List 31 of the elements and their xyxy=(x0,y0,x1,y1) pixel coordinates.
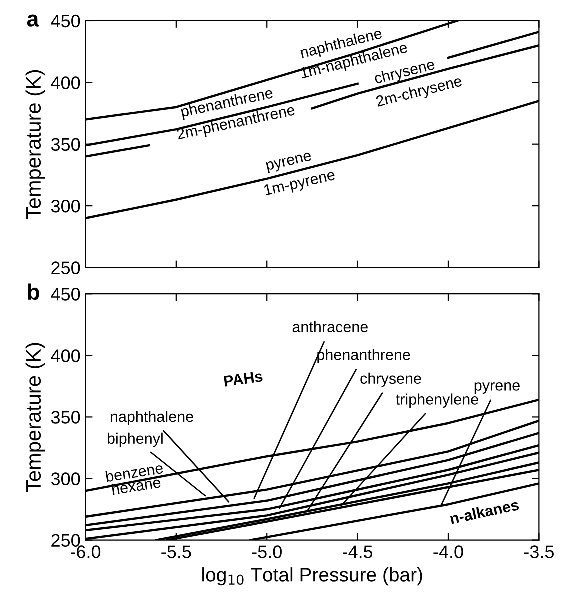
x-tick-label: -5.0 xyxy=(252,546,282,558)
y-tick-label: 300 xyxy=(51,472,80,486)
annotation: triphenylene xyxy=(396,394,478,408)
annotation: biphenyl xyxy=(108,432,163,448)
chart-title: b xyxy=(28,284,40,300)
y-tick-label: 350 xyxy=(51,411,80,424)
x-tick-label: -3.5 xyxy=(524,546,554,558)
x-tick-label: -5.5 xyxy=(162,546,192,558)
y-tick-label: 400 xyxy=(51,76,80,90)
annotation: pyrene xyxy=(266,152,313,174)
y-tick-label: 250 xyxy=(52,534,80,548)
y-tick-label: 400 xyxy=(51,350,80,362)
x-tick-label: -4.5 xyxy=(343,546,373,558)
x-axis-title: log$_{10}$ Total Pressure (bar) xyxy=(202,568,422,586)
y-tick-label: 450 xyxy=(51,288,80,301)
annotation: chrysene xyxy=(360,372,422,388)
chart-title: a xyxy=(27,14,40,27)
annotation: n-alkanes xyxy=(450,499,520,524)
y-tick-label: 250 xyxy=(52,262,80,274)
y-tick-label: 450 xyxy=(51,14,80,28)
x-tick-label: -4.0 xyxy=(434,546,464,558)
annotation: pyrene xyxy=(474,382,520,394)
x-tick-label: -6.0 xyxy=(70,546,101,558)
y-axis-title: Temperature (K) xyxy=(26,70,46,220)
y-tick-label: 350 xyxy=(51,138,80,152)
y-axis-title: Temperature (K) xyxy=(26,343,46,492)
y-tick-label: 300 xyxy=(51,200,80,213)
annotation: phenanthrene xyxy=(318,349,410,364)
annotation: naphthalene xyxy=(110,411,194,426)
annotation: anthracene xyxy=(292,321,368,333)
annotation: PAHs xyxy=(224,371,264,387)
